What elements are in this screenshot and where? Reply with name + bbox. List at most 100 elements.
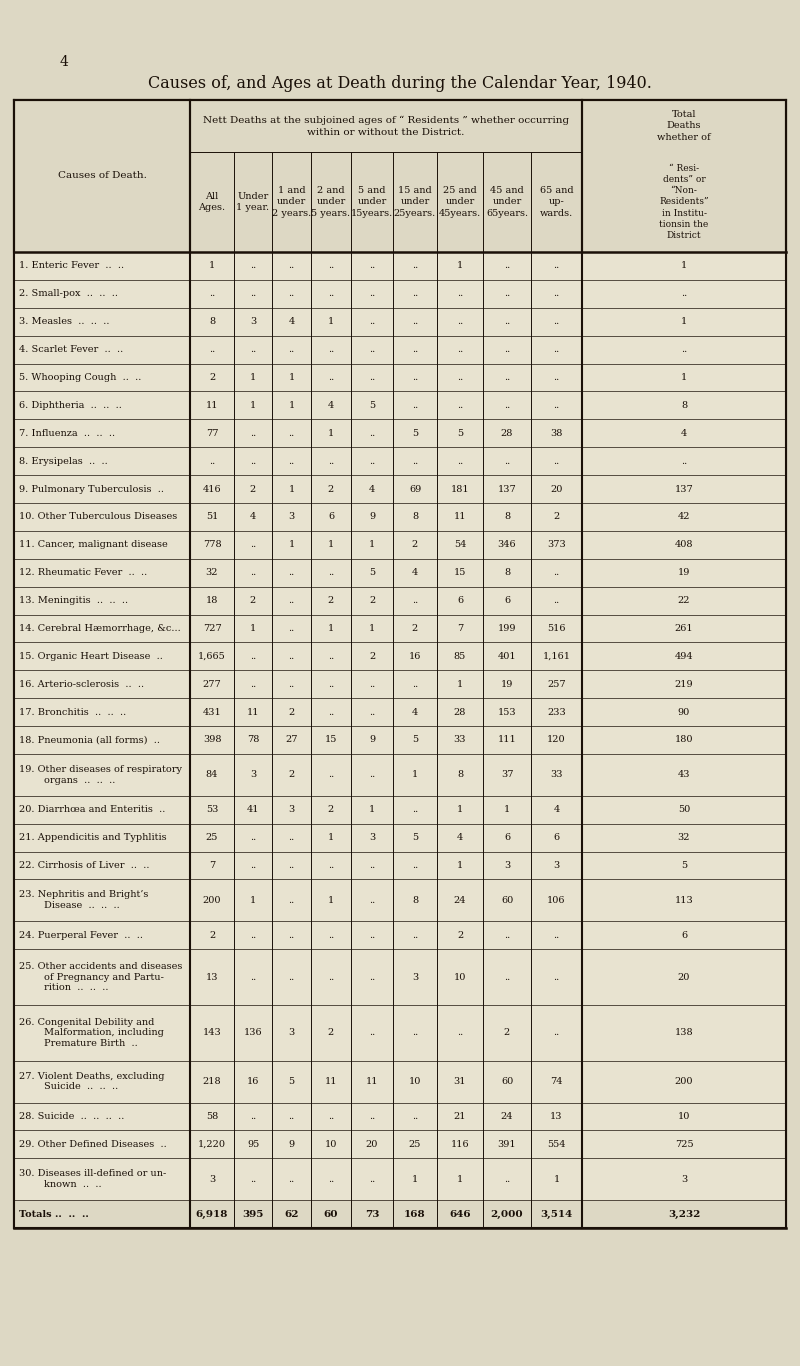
Bar: [14, 1131, 786, 1158]
Bar: [14, 1005, 786, 1060]
Text: 2: 2: [328, 1029, 334, 1037]
Text: 3: 3: [250, 317, 256, 326]
Text: 95: 95: [247, 1139, 259, 1149]
Text: 1: 1: [457, 261, 463, 270]
Text: “ Resi-
dents” or
“Non-
Residents”
in Institu-
tionsin the
District: “ Resi- dents” or “Non- Residents” in In…: [659, 164, 709, 240]
Text: 2: 2: [288, 770, 294, 780]
Text: 1: 1: [328, 429, 334, 437]
Text: ..: ..: [554, 596, 560, 605]
Text: 11: 11: [206, 400, 218, 410]
Text: 54: 54: [454, 541, 466, 549]
Text: 3. Measles  ..  ..  ..: 3. Measles .. .. ..: [19, 317, 110, 326]
Text: 2: 2: [369, 596, 375, 605]
Text: 1: 1: [369, 624, 375, 632]
Text: 27: 27: [286, 735, 298, 744]
Text: 26. Congenital Debility and
        Malformation, including
        Premature Bi: 26. Congenital Debility and Malformation…: [19, 1018, 164, 1048]
Text: 43: 43: [678, 770, 690, 780]
Text: 1: 1: [328, 624, 334, 632]
Text: 261: 261: [674, 624, 694, 632]
Text: 3,232: 3,232: [668, 1209, 700, 1218]
Text: 725: 725: [674, 1139, 694, 1149]
Text: 219: 219: [674, 680, 694, 688]
Text: ..: ..: [504, 973, 510, 982]
Text: 778: 778: [202, 541, 222, 549]
Bar: [14, 949, 786, 1005]
Text: 408: 408: [674, 541, 694, 549]
Text: 16: 16: [409, 652, 421, 661]
Text: 7: 7: [457, 624, 463, 632]
Text: Under
1 year.: Under 1 year.: [237, 193, 270, 212]
Text: Totals ..  ..  ..: Totals .. .. ..: [19, 1209, 89, 1218]
Text: 113: 113: [674, 896, 694, 904]
Text: 22: 22: [678, 596, 690, 605]
Bar: [14, 363, 786, 392]
Text: 6: 6: [457, 596, 463, 605]
Text: ..: ..: [412, 930, 418, 940]
Text: 4: 4: [250, 512, 256, 522]
Text: ..: ..: [412, 805, 418, 814]
Text: 10: 10: [325, 1139, 337, 1149]
Bar: [14, 642, 786, 671]
Text: 60: 60: [501, 1078, 513, 1086]
Text: 62: 62: [284, 1209, 298, 1218]
Bar: [14, 851, 786, 880]
Text: 2: 2: [250, 485, 256, 493]
Bar: [14, 1102, 786, 1131]
Text: 25. Other accidents and diseases
        of Pregnancy and Partu-
        rition : 25. Other accidents and diseases of Preg…: [19, 962, 182, 992]
Text: 4: 4: [457, 833, 463, 841]
Text: Nett Deaths at the subjoined ages of “ Residents ” whether occurring
within or w: Nett Deaths at the subjoined ages of “ R…: [203, 116, 569, 137]
Bar: [14, 1201, 786, 1228]
Text: 180: 180: [674, 735, 694, 744]
Text: 5. Whooping Cough  ..  ..: 5. Whooping Cough .. ..: [19, 373, 142, 382]
Text: 9: 9: [369, 735, 375, 744]
Text: 18. Pneumonia (all forms)  ..: 18. Pneumonia (all forms) ..: [19, 735, 160, 744]
Text: ..: ..: [250, 1112, 256, 1121]
Text: 120: 120: [547, 735, 566, 744]
Text: ..: ..: [554, 346, 560, 354]
Text: ..: ..: [250, 680, 256, 688]
Text: 90: 90: [678, 708, 690, 717]
Bar: [14, 419, 786, 447]
Text: ..: ..: [328, 261, 334, 270]
Text: 5: 5: [369, 400, 375, 410]
Text: ..: ..: [328, 708, 334, 717]
Text: 416: 416: [202, 485, 222, 493]
Text: 8: 8: [412, 896, 418, 904]
Text: 727: 727: [202, 624, 222, 632]
Text: ..: ..: [328, 1112, 334, 1121]
Text: ..: ..: [412, 1112, 418, 1121]
Text: ..: ..: [504, 930, 510, 940]
Text: ..: ..: [288, 596, 294, 605]
Text: 23. Nephritis and Bright’s
        Disease  ..  ..  ..: 23. Nephritis and Bright’s Disease .. ..…: [19, 891, 148, 910]
Bar: [14, 251, 786, 280]
Text: ..: ..: [250, 261, 256, 270]
Text: 395: 395: [242, 1209, 264, 1218]
Text: 398: 398: [202, 735, 222, 744]
Text: 31: 31: [454, 1078, 466, 1086]
Text: 3: 3: [504, 861, 510, 870]
Text: ..: ..: [504, 400, 510, 410]
Text: 32: 32: [678, 833, 690, 841]
Text: ..: ..: [250, 861, 256, 870]
Text: 181: 181: [450, 485, 470, 493]
Text: 1: 1: [288, 400, 294, 410]
Text: ..: ..: [250, 973, 256, 982]
Text: ..: ..: [681, 290, 687, 298]
Text: 4: 4: [328, 400, 334, 410]
Text: ..: ..: [328, 973, 334, 982]
Text: 4: 4: [288, 317, 294, 326]
Text: Causes of, and Ages at Death during the Calendar Year, 1940.: Causes of, and Ages at Death during the …: [148, 75, 652, 92]
Text: 38: 38: [550, 429, 562, 437]
Text: ..: ..: [681, 456, 687, 466]
Text: ..: ..: [250, 930, 256, 940]
Text: ..: ..: [412, 1029, 418, 1037]
Text: 3: 3: [209, 1175, 215, 1184]
Bar: [14, 100, 786, 1228]
Bar: [14, 1060, 786, 1102]
Text: 5 and
under
15years.: 5 and under 15years.: [351, 186, 393, 217]
Text: ..: ..: [288, 930, 294, 940]
Text: ..: ..: [209, 290, 215, 298]
Text: 1: 1: [369, 541, 375, 549]
Text: ..: ..: [369, 973, 375, 982]
Text: 11. Cancer, malignant disease: 11. Cancer, malignant disease: [19, 541, 168, 549]
